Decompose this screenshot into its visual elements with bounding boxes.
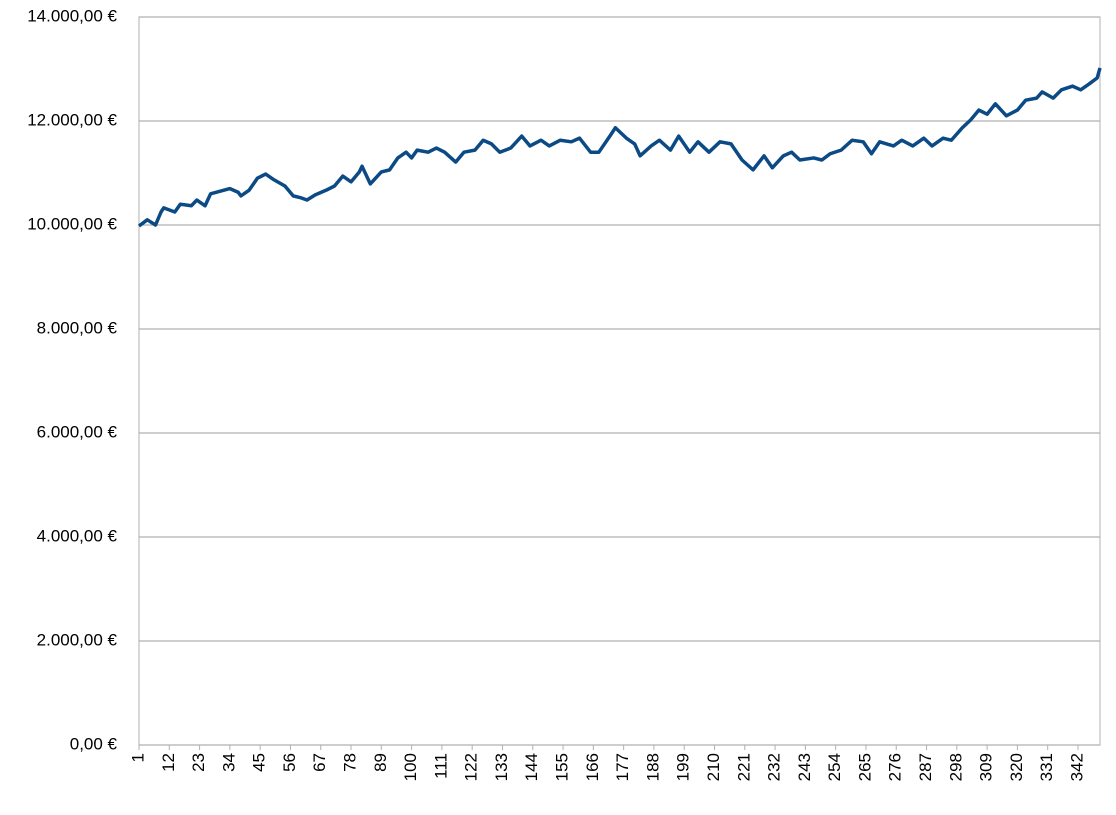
x-tick-label: 287	[916, 753, 935, 781]
x-tick-label: 155	[553, 753, 572, 781]
x-tick-label: 166	[583, 753, 602, 781]
data-line	[137, 67, 1102, 228]
y-tick-label: 8.000,00 €	[37, 318, 118, 337]
x-tick-label: 67	[310, 753, 329, 772]
x-tick-label: 1	[128, 753, 147, 762]
x-tick-label: 320	[1007, 753, 1026, 781]
x-tick-label: 188	[643, 753, 662, 781]
x-tick-label: 265	[855, 753, 874, 781]
x-tick-label: 111	[431, 753, 450, 779]
x-tick-label: 56	[280, 753, 299, 772]
x-tick-label: 331	[1037, 753, 1056, 781]
y-tick-label: 6.000,00 €	[37, 422, 118, 441]
x-tick-label: 342	[1067, 753, 1086, 781]
x-tick-label: 78	[341, 753, 360, 772]
y-tick-label: 14.000,00 €	[27, 6, 117, 25]
x-tick-label: 144	[522, 753, 541, 781]
x-tick-label: 12	[159, 753, 178, 772]
y-tick-label: 2.000,00 €	[37, 630, 118, 649]
x-tick-label: 177	[613, 753, 632, 781]
x-tick-label: 122	[462, 753, 481, 781]
x-tick-label: 309	[977, 753, 996, 781]
x-tick-label: 254	[825, 753, 844, 781]
x-tick-label: 23	[189, 753, 208, 772]
x-tick-label: 34	[219, 753, 238, 772]
x-tick-label: 276	[886, 753, 905, 781]
x-tick-label: 199	[674, 753, 693, 781]
x-tick-label: 232	[765, 753, 784, 781]
y-tick-label: 10.000,00 €	[27, 214, 117, 233]
x-tick-label: 45	[250, 753, 269, 772]
x-tick-label: 100	[401, 753, 420, 781]
x-tick-label: 89	[371, 753, 390, 772]
x-tick-label: 133	[492, 753, 511, 781]
x-tick-label: 298	[946, 753, 965, 781]
x-tick-label: 221	[734, 753, 753, 781]
x-tick-label: 210	[704, 753, 723, 781]
plot-frame	[138, 16, 1101, 746]
y-tick-label: 0,00 €	[70, 734, 118, 753]
y-tick-label: 4.000,00 €	[37, 526, 118, 545]
x-tick-label: 243	[795, 753, 814, 781]
y-tick-label: 12.000,00 €	[27, 110, 117, 129]
